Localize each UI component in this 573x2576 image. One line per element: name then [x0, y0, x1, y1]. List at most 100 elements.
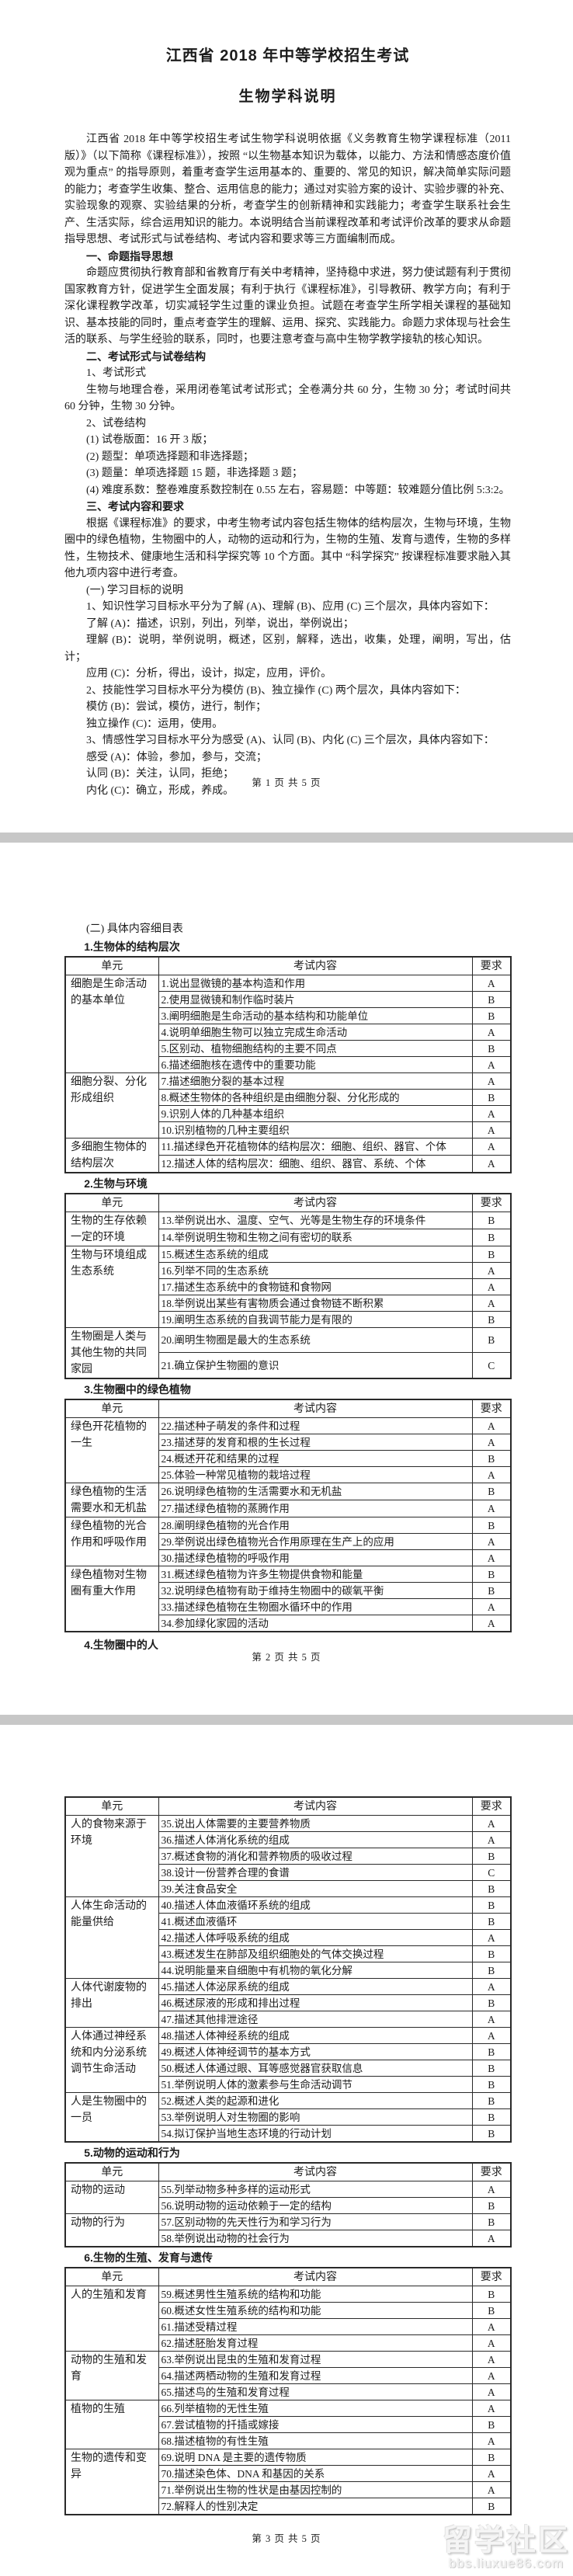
requirement-cell: B — [471, 2449, 512, 2466]
content-cell: 37.概述食物的消化和营养物质的吸收过程 — [158, 1848, 473, 1865]
requirement-cell: B — [471, 1229, 512, 1246]
content-cell: 61.描述受精过程 — [158, 2318, 473, 2335]
unit-header: 单元 — [64, 2162, 159, 2181]
requirement-cell: A — [471, 2400, 512, 2417]
unit-cell: 细胞分裂、分化形成组织 — [64, 1072, 159, 1139]
content-cell: 60.概述女性生殖系统的结构和功能 — [158, 2302, 473, 2319]
content-cell: 22.描述种子萌发的条件和过程 — [158, 1417, 473, 1434]
requirement-header: 要求 — [471, 1399, 512, 1418]
table-row: 71.举例说出生物的性状是由基因控制的 A — [65, 2481, 512, 2498]
content-cell: 69.说明 DNA 是主要的遗传物质 — [158, 2449, 473, 2466]
body-paragraph: (2) 题型：单项选择题和非选择题； — [86, 450, 254, 463]
table-row: 动物的生殖和发育 63.举例说出昆虫的生殖和发育过程 A — [64, 2351, 512, 2400]
requirement-cell: A — [471, 975, 512, 992]
table-row: 58.举例说出动物的社会行为 A — [65, 2230, 512, 2247]
body-paragraph: 3、情感性学习目标水平分为感受 (A)、认同 (B)、内化 (C) 三个层次，具… — [86, 735, 495, 746]
exam-content-table: 单元 考试内容 要求 动物的运动 55.列举动物多种多样的运动形式 A 56.说明动物的运动… — [64, 2162, 512, 2247]
unit-cell: 绿色植物对生物圈有重大作用 — [64, 1566, 159, 1632]
requirement-cell: A — [471, 2432, 512, 2449]
content-cell: 50.概述人体通过眼、耳等感觉器官获取信息 — [158, 2060, 473, 2077]
content-header: 考试内容 — [158, 956, 473, 975]
page-1: 江西省 2018 年中等学校招生考试 生物学科说明 江西省 2018 年中等学校… — [0, 0, 573, 833]
table-header-row: 单元 考试内容 要求 — [64, 956, 512, 975]
content-cell: 10.识别植物的几种主要组织 — [158, 1121, 473, 1139]
content-cell: 6.描述细胞核在遗传中的重要功能 — [158, 1056, 473, 1073]
requirement-cell: A — [471, 1056, 512, 1073]
requirement-cell: A — [471, 1105, 512, 1122]
requirement-cell: B — [471, 1007, 512, 1024]
requirement-cell: B — [471, 991, 512, 1008]
requirement-header: 要求 — [471, 2162, 512, 2181]
requirement-cell: A — [471, 1278, 512, 1295]
page-2: (二) 具体内容细目表 1.生物体的结构层次 单元 考试内容 要求 细胞是生命活动的基本… — [0, 843, 573, 1715]
requirement-cell: B — [471, 2416, 512, 2433]
requirement-cell: A — [471, 1598, 512, 1615]
table-row: 人体生命活动的能量供给 40.描述人体血液循环系统的组成 B — [64, 1896, 512, 1979]
table-row: 70.描述染色体、DNA 和基因的关系 A — [65, 2465, 512, 2482]
unit-cell: 绿色植物的光合作用和呼吸作用 — [64, 1517, 159, 1566]
table-row: 21.确立保护生物圈的意识 C — [65, 1352, 512, 1379]
content-cell: 34.参加绿化家园的活动 — [158, 1615, 473, 1632]
requirement-cell: A — [471, 2481, 512, 2498]
requirement-cell: B — [471, 2043, 512, 2060]
unit-cell: 生物与环境组成生态系统 — [64, 1246, 159, 1328]
table-row: 2.使用显微镜和制作临时装片 B — [65, 991, 512, 1008]
table-section-title: 5.动物的运动和行为 — [84, 2147, 180, 2159]
content-cell: 20.阐明生物圈是最大的生态系统 — [158, 1326, 473, 1354]
requirement-cell: A — [471, 1500, 512, 1517]
requirement-cell: A — [471, 2027, 512, 2044]
content-cell: 67.尝试植物的扦插或嫁接 — [158, 2416, 473, 2433]
requirement-cell: A — [471, 2181, 512, 2198]
exam-content-table: 单元 考试内容 要求 人的生殖和发育 59.概述男性生殖系统的结构和功能 B 60.概述女性… — [64, 2267, 512, 2515]
unit-cell: 细胞是生命活动的基本单位 — [64, 975, 159, 1073]
body-paragraph: (一) 学习目标的说明 — [86, 584, 183, 596]
requirement-cell: A — [471, 1549, 512, 1566]
table-row: 细胞是生命活动的基本单位 1.说出显微镜的基本构造和作用 A — [64, 975, 512, 1073]
requirement-cell: A — [471, 2230, 512, 2247]
content-cell: 55.列举动物多种多样的运动形式 — [158, 2181, 473, 2198]
page1-footer: 第 1 页 共 5 页 — [252, 777, 321, 788]
requirement-cell: B — [471, 1896, 512, 1914]
table-section-title: 1.生物体的结构层次 — [84, 940, 180, 953]
unit-cell: 生物的遗传和变异 — [64, 2449, 159, 2515]
table-row: 53.举例说明人对生物圈的影响 B — [65, 2108, 512, 2126]
requirement-cell: A — [471, 1072, 512, 1090]
content-cell: 70.描述染色体、DNA 和基因的关系 — [158, 2465, 473, 2482]
content-cell: 11.描述绿色开花植物体的结构层次：细胞、组织、器官、个体 — [158, 1138, 473, 1156]
body-paragraph: (3) 题量：单项选择题 15 题，非选择题 3 题； — [86, 468, 303, 479]
content-header: 考试内容 — [158, 2267, 473, 2286]
unit-cell: 植物的生殖 — [64, 2400, 159, 2449]
content-cell: 19.阐明生态系统的自我调节能力是有限的 — [158, 1311, 473, 1328]
requirement-cell: A — [471, 2383, 512, 2400]
table-row: 36.描述人体消化系统的组成 A — [65, 1831, 512, 1848]
unit-cell: 绿色开花植物的一生 — [64, 1417, 159, 1483]
requirement-cell: A — [471, 1295, 512, 1312]
unit-header: 单元 — [64, 2267, 159, 2286]
page1-body-text: 江西省 2018 年中等学校招生考试生物学科说明依据《义务教育生物学课程标准（2… — [64, 131, 511, 799]
page2-footer: 第 2 页 共 5 页 — [252, 1652, 321, 1663]
content-cell: 53.举例说明人对生物圈的影响 — [158, 2108, 473, 2126]
body-paragraph: 生物与地理合卷，采用闭卷笔试考试形式；全卷满分共 60 分，生物 30 分；考试… — [64, 384, 511, 413]
requirement-cell: B — [471, 2302, 512, 2319]
content-cell: 38.设计一份营养合理的食谱 — [158, 1864, 473, 1881]
content-cell: 45.描述人体泌尿系统的组成 — [158, 1978, 473, 1995]
requirement-cell: A — [471, 1138, 512, 1156]
body-paragraph: 理解 (B)：说明，举例说明，概述，区别，解释，选出，收集，处理，阐明，写出，估… — [64, 634, 511, 663]
exam-content-table: 单元 考试内容 要求 细胞是生命活动的基本单位 1.说出显微镜的基本构造和作用 A 2.使用… — [64, 956, 512, 1173]
table-row: 人是生物圈中的一员 52.概述人类的起源和进化 B — [64, 2092, 512, 2143]
table-row: 10.识别植物的几种主要组织 A — [65, 1121, 512, 1139]
content-cell: 47.描述其他排泄途径 — [158, 2011, 473, 2028]
requirement-cell: B — [471, 1848, 512, 1865]
content-cell: 44.说明能量来自细胞中有机物的氧化分解 — [158, 1962, 473, 1979]
requirement-cell: A — [471, 1815, 512, 1832]
requirement-cell: B — [471, 2498, 512, 2515]
body-paragraph: 模仿 (B)：尝试，模仿，进行，制作； — [86, 701, 267, 713]
page2-tables: 1.生物体的结构层次 单元 考试内容 要求 细胞是生命活动的基本单位 1.说出显微镜的基本… — [64, 939, 512, 1632]
unit-header: 单元 — [64, 1399, 159, 1418]
table-header-row: 单元 考试内容 要求 — [64, 1193, 512, 1212]
content-cell: 25.体验一种常见植物的栽培过程 — [158, 1466, 473, 1483]
table-row: 54.拟订保护当地生态环境的行动计划 B — [65, 2125, 512, 2143]
requirement-cell: A — [471, 1929, 512, 1946]
requirement-cell: A — [471, 1466, 512, 1483]
content-cell: 5.区别动、植物细胞结构的主要不同点 — [158, 1040, 473, 1057]
